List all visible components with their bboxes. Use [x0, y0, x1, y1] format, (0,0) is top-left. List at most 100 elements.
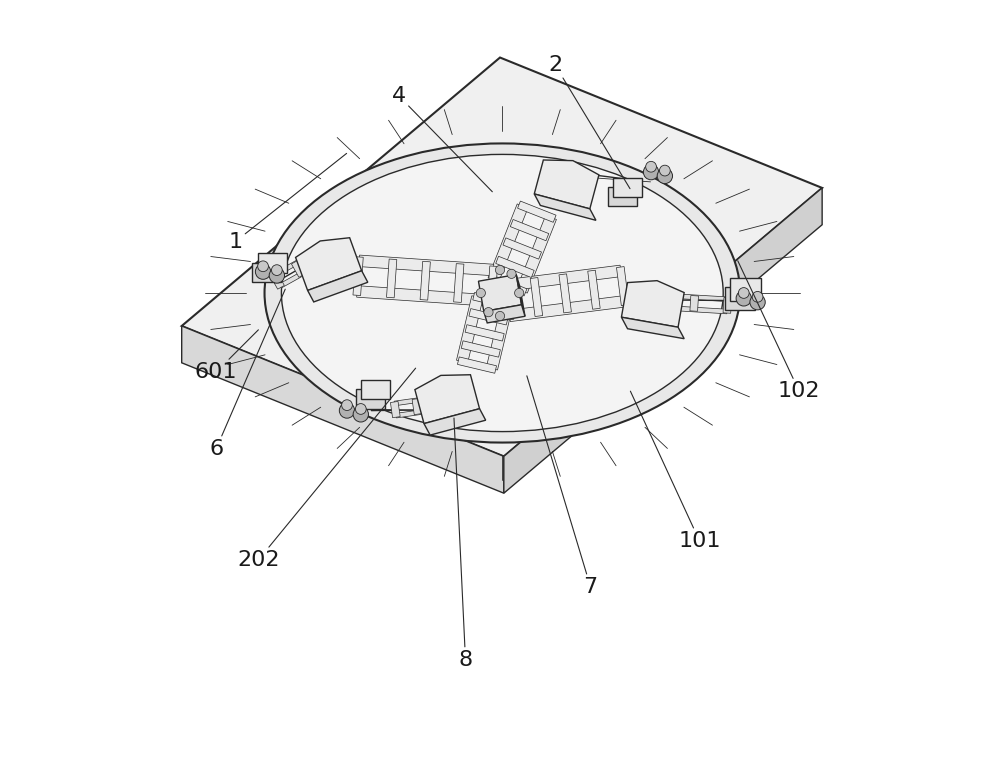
- Text: 202: 202: [237, 368, 416, 570]
- Polygon shape: [465, 324, 504, 341]
- Circle shape: [258, 261, 268, 272]
- Polygon shape: [279, 260, 324, 288]
- Polygon shape: [558, 177, 585, 207]
- Text: 601: 601: [195, 330, 258, 382]
- Polygon shape: [534, 194, 596, 220]
- Polygon shape: [387, 259, 397, 298]
- Polygon shape: [501, 281, 514, 320]
- Text: 7: 7: [527, 376, 598, 597]
- Text: 2: 2: [548, 55, 630, 189]
- Polygon shape: [420, 262, 430, 300]
- Circle shape: [646, 161, 656, 172]
- Polygon shape: [313, 249, 327, 265]
- Polygon shape: [396, 407, 440, 418]
- Polygon shape: [473, 292, 512, 309]
- Circle shape: [738, 288, 749, 298]
- Circle shape: [271, 265, 282, 275]
- Circle shape: [736, 291, 751, 306]
- Polygon shape: [559, 180, 575, 196]
- Circle shape: [507, 269, 516, 278]
- Ellipse shape: [265, 143, 740, 443]
- Polygon shape: [461, 341, 500, 357]
- Text: 4: 4: [392, 86, 492, 192]
- Polygon shape: [478, 275, 522, 311]
- Polygon shape: [353, 257, 363, 295]
- Polygon shape: [517, 216, 556, 293]
- Polygon shape: [571, 167, 587, 183]
- Polygon shape: [182, 326, 504, 493]
- Circle shape: [476, 288, 485, 298]
- Polygon shape: [723, 298, 732, 313]
- Polygon shape: [509, 295, 625, 321]
- Polygon shape: [547, 194, 563, 209]
- Circle shape: [643, 164, 659, 179]
- Polygon shape: [504, 188, 822, 493]
- Polygon shape: [457, 357, 497, 374]
- Polygon shape: [424, 409, 486, 435]
- Polygon shape: [505, 265, 622, 291]
- Polygon shape: [412, 398, 422, 415]
- Circle shape: [495, 265, 505, 275]
- Polygon shape: [469, 308, 508, 325]
- Circle shape: [342, 400, 352, 410]
- Polygon shape: [390, 401, 400, 418]
- Polygon shape: [488, 204, 528, 281]
- Circle shape: [484, 308, 493, 317]
- Polygon shape: [661, 293, 728, 301]
- Polygon shape: [357, 285, 492, 306]
- Polygon shape: [516, 275, 525, 316]
- Circle shape: [515, 288, 524, 298]
- Circle shape: [355, 403, 366, 414]
- Polygon shape: [510, 219, 549, 241]
- Polygon shape: [549, 170, 576, 199]
- Polygon shape: [518, 201, 556, 222]
- Circle shape: [339, 403, 355, 418]
- Text: 1: 1: [228, 153, 347, 252]
- Polygon shape: [613, 177, 642, 196]
- Text: 102: 102: [738, 261, 820, 401]
- Polygon shape: [415, 375, 480, 423]
- Ellipse shape: [281, 154, 723, 432]
- Text: 8: 8: [454, 418, 473, 670]
- Text: 101: 101: [630, 391, 721, 551]
- Polygon shape: [608, 186, 637, 206]
- Polygon shape: [359, 255, 494, 276]
- Polygon shape: [394, 395, 438, 406]
- Polygon shape: [270, 272, 284, 289]
- Polygon shape: [296, 238, 362, 291]
- Polygon shape: [487, 266, 497, 304]
- Polygon shape: [725, 287, 755, 310]
- Polygon shape: [356, 390, 385, 409]
- Polygon shape: [454, 264, 464, 302]
- Circle shape: [659, 165, 670, 176]
- Circle shape: [752, 291, 763, 302]
- Circle shape: [353, 407, 368, 422]
- Polygon shape: [530, 278, 543, 317]
- Polygon shape: [291, 260, 306, 278]
- Polygon shape: [534, 160, 599, 209]
- Polygon shape: [434, 395, 444, 412]
- Polygon shape: [182, 58, 822, 456]
- Polygon shape: [496, 256, 534, 278]
- Polygon shape: [258, 253, 287, 272]
- Circle shape: [495, 311, 505, 321]
- Polygon shape: [588, 270, 600, 309]
- Polygon shape: [273, 249, 318, 277]
- Polygon shape: [488, 275, 527, 296]
- Circle shape: [255, 264, 271, 279]
- Polygon shape: [690, 295, 698, 311]
- Polygon shape: [617, 267, 629, 305]
- Polygon shape: [484, 304, 525, 323]
- Polygon shape: [730, 278, 761, 301]
- Text: 6: 6: [209, 289, 285, 459]
- Circle shape: [750, 295, 765, 310]
- Circle shape: [657, 168, 673, 183]
- Polygon shape: [621, 281, 684, 328]
- Polygon shape: [456, 296, 483, 363]
- Polygon shape: [361, 380, 390, 400]
- Polygon shape: [621, 318, 684, 339]
- Circle shape: [269, 268, 285, 283]
- Polygon shape: [657, 294, 665, 309]
- Polygon shape: [559, 274, 571, 313]
- Polygon shape: [661, 305, 727, 314]
